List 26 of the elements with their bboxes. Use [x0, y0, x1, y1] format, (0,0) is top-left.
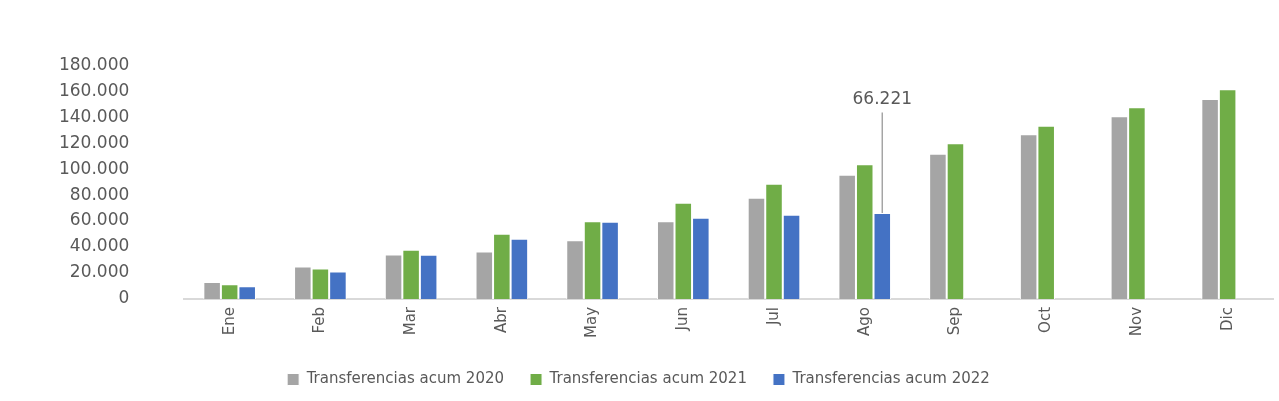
x-tick-label: Ago [854, 306, 873, 336]
y-tick-label: 140.000 [58, 105, 130, 126]
x-tick-label: Jun [673, 306, 692, 332]
y-tick-label: 40.000 [69, 235, 130, 256]
x-tick-label: Abr [491, 306, 510, 333]
x-tick-label: Sep [945, 306, 964, 336]
x-tick-label: Mar [401, 306, 419, 336]
y-tick-label: 100.000 [58, 157, 130, 178]
x-tick-label: Dic [1217, 306, 1236, 331]
y-tick-label: 180.000 [58, 53, 130, 74]
legend-label: Transferencias acum 2022 [791, 369, 990, 388]
legend-label: Transferencias acum 2021 [548, 369, 747, 388]
y-tick-label: 80.000 [69, 183, 130, 204]
data-label: 66.221 [852, 88, 913, 109]
x-tick-label: Oct [1036, 306, 1055, 333]
legend-label: Transferencias acum 2020 [305, 369, 505, 388]
y-tick-label: 60.000 [69, 209, 130, 230]
x-tick-label: Nov [1126, 306, 1145, 337]
x-tick-label: Ene [219, 306, 238, 336]
x-tick-label: May [582, 306, 601, 338]
y-tick-label: 160.000 [58, 79, 130, 100]
y-tick-label: 120.000 [58, 131, 130, 152]
y-tick-label: 0 [118, 287, 130, 308]
x-tick-label: Feb [310, 306, 329, 334]
x-tick-label: Jul [763, 306, 782, 327]
y-tick-label: 20.000 [69, 261, 130, 282]
